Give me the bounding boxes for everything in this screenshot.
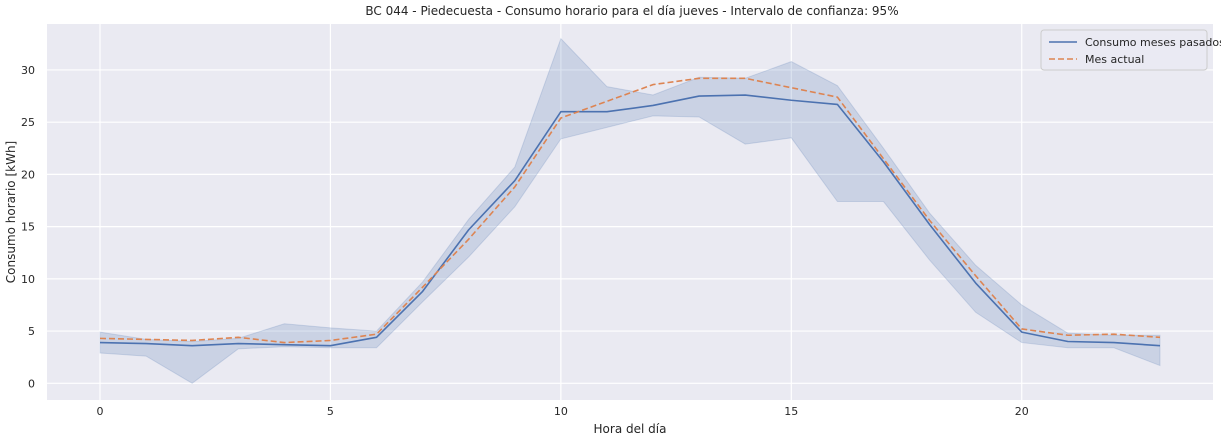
y-tick-label: 25 (21, 116, 35, 129)
y-axis-label: Consumo horario [kWh] (4, 141, 18, 283)
x-tick-label: 0 (97, 405, 104, 418)
x-axis-label: Hora del día (594, 422, 667, 436)
x-tick-label: 20 (1015, 405, 1029, 418)
y-tick-label: 20 (21, 168, 35, 181)
x-tick-label: 5 (327, 405, 334, 418)
y-tick-label: 10 (21, 273, 35, 286)
y-tick-label: 5 (28, 325, 35, 338)
series-line-2 (99, 77, 1161, 344)
grid (47, 24, 1213, 400)
y-tick-label: 30 (21, 64, 35, 77)
legend-label: Mes actual (1085, 53, 1144, 66)
tick-labels: 0 5 10 15 20 0 5 10 15 20 25 30 (21, 64, 1029, 418)
chart-title: BC 044 - Piedecuesta - Consumo horario p… (365, 4, 898, 18)
legend-label: Consumo meses pasados (1085, 36, 1221, 49)
y-tick-label: 15 (21, 221, 35, 234)
y-tick-label: 0 (28, 377, 35, 390)
confidence-band (99, 37, 1161, 384)
series-line-1 (99, 94, 1161, 347)
plot-area (47, 24, 1213, 400)
x-tick-label: 15 (784, 405, 798, 418)
confidence-band-layer (99, 37, 1161, 384)
legend-box (1040, 29, 1208, 71)
series-lines (99, 77, 1161, 347)
legend: Consumo meses pasados Mes actual (1040, 29, 1221, 71)
x-tick-label: 10 (554, 405, 568, 418)
